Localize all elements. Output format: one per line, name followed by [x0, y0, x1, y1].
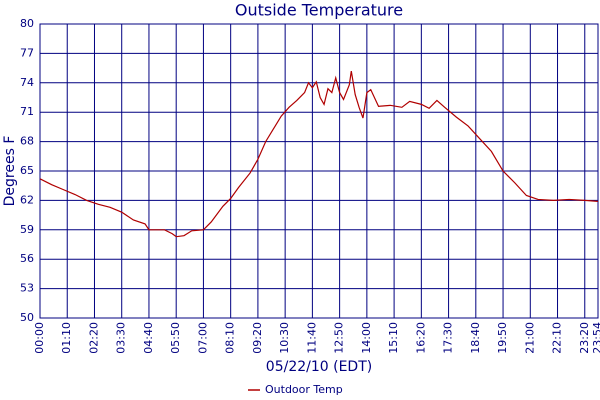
- y-tick-label: 53: [20, 282, 34, 295]
- x-tick-label: 19:50: [496, 322, 509, 354]
- legend-label: Outdoor Temp: [265, 383, 343, 396]
- x-tick-label: 03:30: [115, 322, 128, 354]
- x-tick-label: 08:10: [224, 322, 237, 354]
- y-tick-label: 62: [20, 193, 34, 206]
- y-tick-label: 59: [20, 223, 34, 236]
- x-tick-label: 10:30: [278, 322, 291, 354]
- x-tick-label: 07:00: [196, 322, 209, 354]
- x-tick-label: 01:10: [60, 322, 73, 354]
- y-tick-label: 71: [20, 105, 34, 118]
- x-tick-label: 17:30: [442, 322, 455, 354]
- x-tick-label: 09:20: [251, 322, 264, 354]
- x-tick-label: 05:50: [169, 322, 182, 354]
- y-tick-label: 65: [20, 164, 34, 177]
- y-tick-label: 74: [20, 76, 34, 89]
- y-axis-label: Degrees F: [2, 136, 18, 207]
- x-tick-label: 00:00: [33, 322, 46, 354]
- chart-title: Outside Temperature: [235, 1, 403, 20]
- y-tick-label: 56: [20, 252, 34, 265]
- x-tick-label: 23:20: [578, 322, 591, 354]
- x-tick-label: 16:20: [414, 322, 427, 354]
- x-tick-label: 21:00: [523, 322, 536, 354]
- x-tick-label: 15:10: [387, 322, 400, 354]
- y-tick-label: 68: [20, 135, 34, 148]
- x-tick-label: 04:40: [142, 322, 155, 354]
- x-tick-label: 12:50: [333, 322, 346, 354]
- x-tick-label: 22:10: [551, 322, 564, 354]
- x-axis-label: 05/22/10 (EDT): [266, 359, 372, 375]
- x-tick-label: 02:20: [87, 322, 100, 354]
- data-line: [39, 70, 599, 238]
- y-tick-label: 77: [20, 46, 34, 59]
- x-tick-label: 23:54: [591, 322, 600, 354]
- y-tick-label: 50: [20, 311, 34, 324]
- y-tick-label: 80: [20, 17, 34, 30]
- x-tick-label: 18:40: [469, 322, 482, 354]
- x-tick-label: 14:00: [360, 322, 373, 354]
- x-tick-label: 11:40: [305, 322, 318, 354]
